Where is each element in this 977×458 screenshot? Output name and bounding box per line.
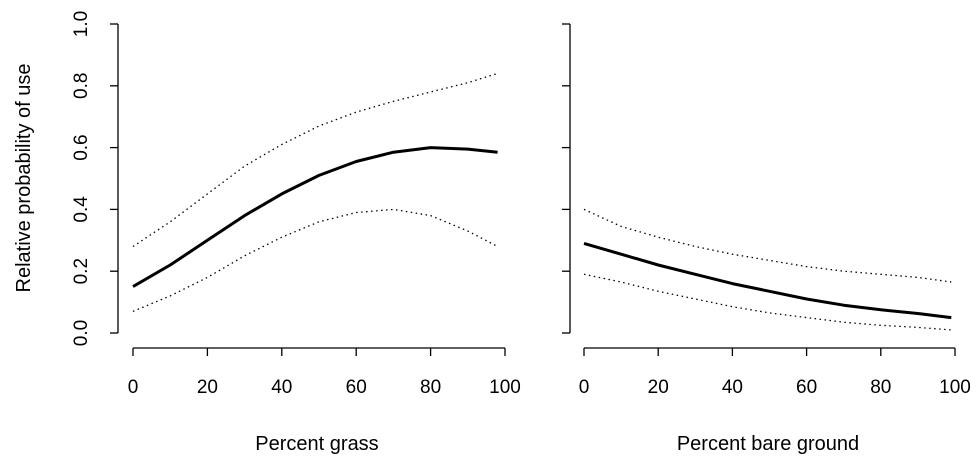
x-tick-label: 80 xyxy=(870,377,891,398)
upper-ci-line-grass xyxy=(132,72,498,248)
fitted-line-grass xyxy=(132,146,498,288)
y-tick-label: 0.4 xyxy=(71,196,92,223)
x-tick-label: 40 xyxy=(722,377,743,398)
x-tick-label: 60 xyxy=(796,377,817,398)
x-tick-label: 20 xyxy=(648,377,669,398)
y-tick-label: 0.6 xyxy=(71,134,92,160)
panel-percent-bare-ground: 0 20 40 60 80 100 Percent bare ground xyxy=(562,23,971,455)
x-tick-label: 100 xyxy=(489,377,521,398)
y-tick-label: 0.8 xyxy=(71,73,92,99)
y-axis-title: Relative probability of use xyxy=(13,63,35,292)
x-tick-label: 100 xyxy=(939,377,971,398)
y-tick-label: 1.0 xyxy=(71,11,92,37)
y-tick-label: 0.0 xyxy=(71,320,92,346)
x-tick-label: 0 xyxy=(579,377,590,398)
x-tick-label: 40 xyxy=(271,377,292,398)
x-tick-label: 80 xyxy=(420,377,441,398)
fitted-line-bare-ground xyxy=(583,241,952,320)
lower-ci-line-grass xyxy=(132,208,498,312)
upper-ci-line-bare-ground xyxy=(583,208,952,283)
x-tick-label: 20 xyxy=(197,377,218,398)
x-axis-title-bare-ground: Percent bare ground xyxy=(677,433,859,455)
panel-percent-grass: 0.0 0.2 0.4 0.6 0.8 1.0 0 20 40 60 80 100 Percent gr… xyxy=(71,11,521,455)
y-tick-label: 0.2 xyxy=(71,258,92,284)
x-axis-title-grass: Percent grass xyxy=(255,433,378,455)
x-tick-label: 60 xyxy=(346,377,367,398)
x-tick-label: 0 xyxy=(128,377,139,398)
lower-ci-line-bare-ground xyxy=(583,273,952,331)
